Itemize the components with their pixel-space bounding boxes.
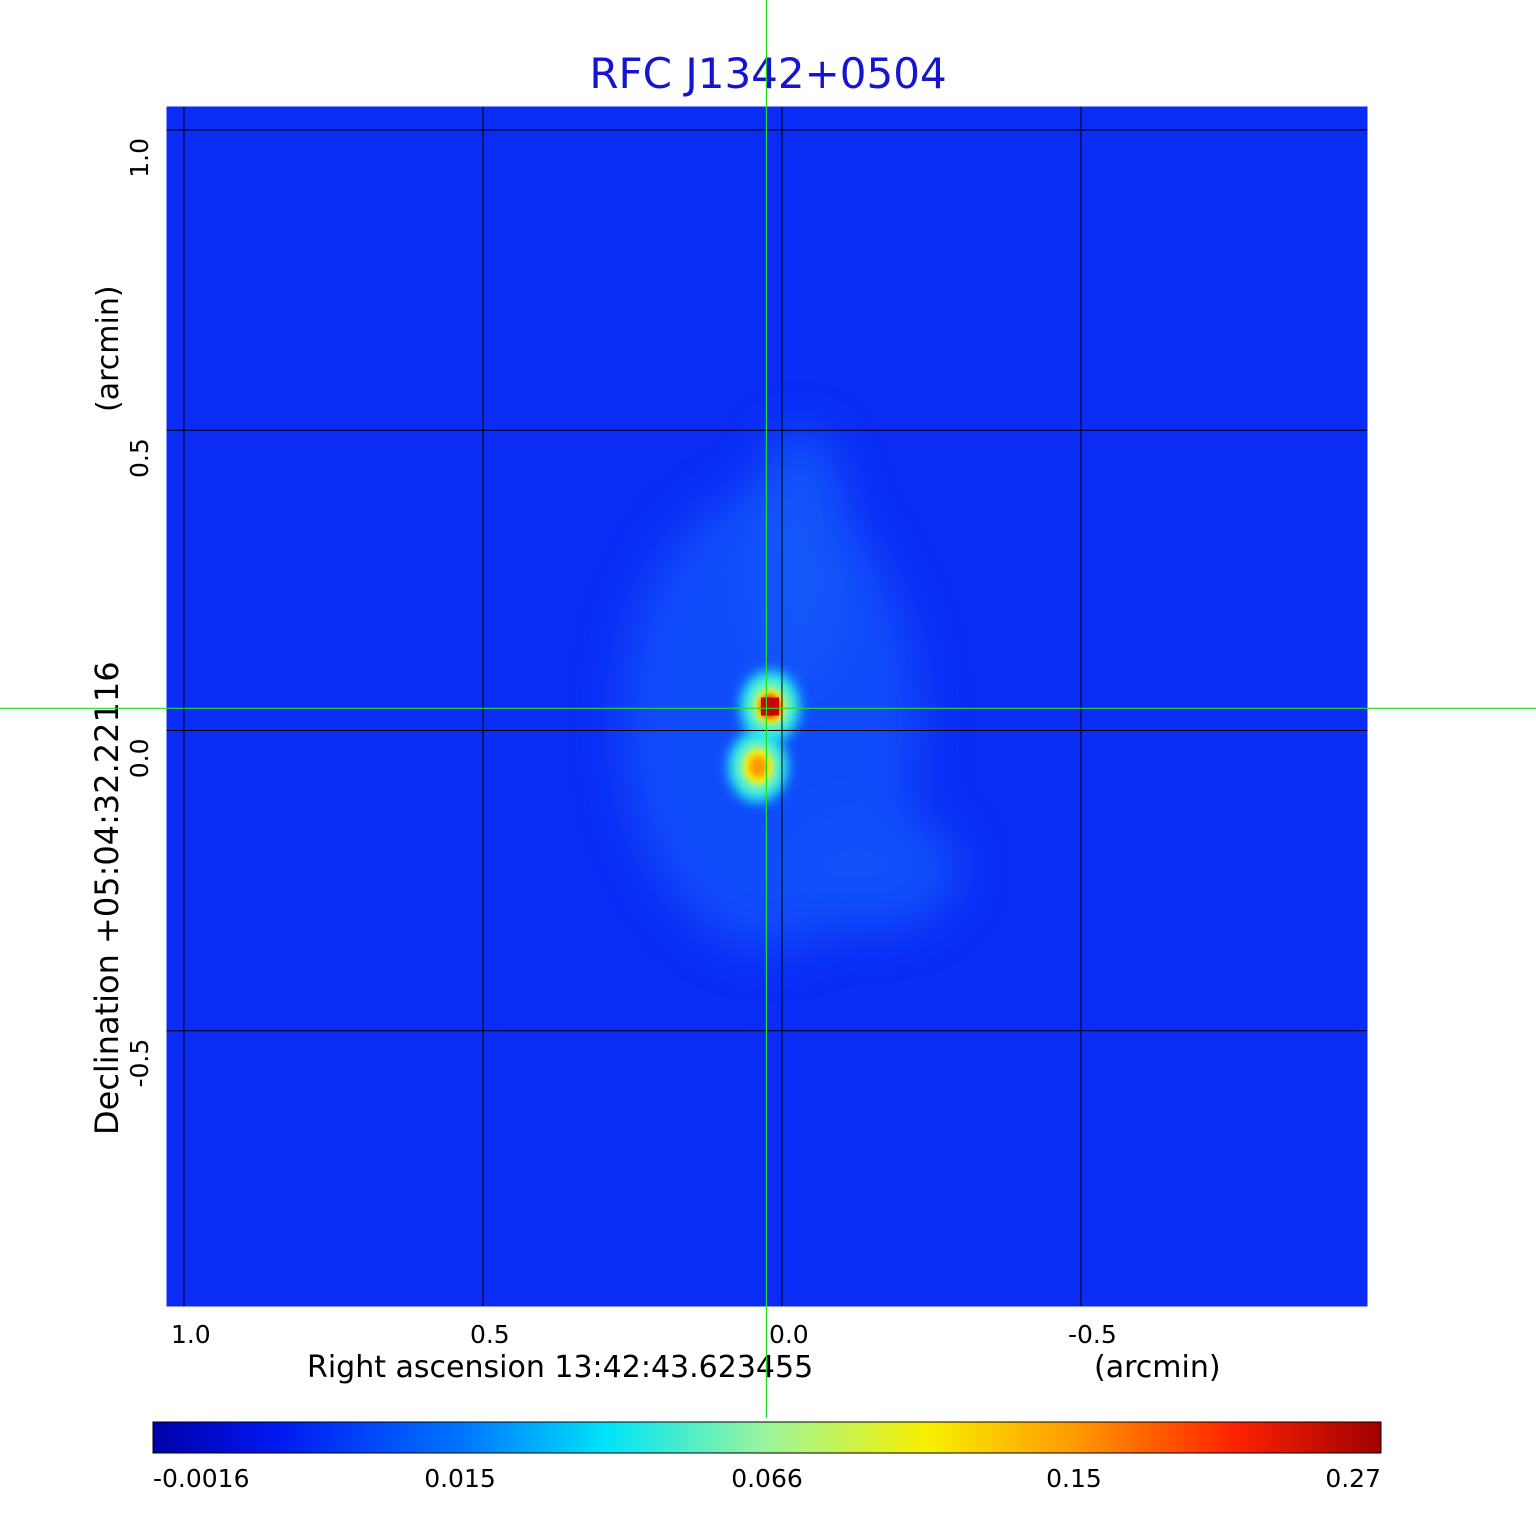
colorbar-tick-label: 0.15 bbox=[1046, 1464, 1102, 1493]
colorbar-tick-labels: -0.0016 0.015 0.066 0.15 0.27 bbox=[153, 1464, 1381, 1493]
y-axis-labels: Declination +05:04:32.22116 (arcmin) bbox=[88, 285, 126, 1135]
y-axis-unit: (arcmin) bbox=[91, 285, 126, 412]
diffuse-ridge bbox=[750, 430, 850, 690]
y-tick-label: 0.0 bbox=[125, 739, 154, 779]
x-axis-label: Right ascension 13:42:43.623455 bbox=[307, 1350, 813, 1385]
colorbar-tick-label: 0.015 bbox=[424, 1464, 496, 1493]
source-component bbox=[728, 730, 789, 803]
source-components bbox=[728, 670, 800, 803]
colorbar bbox=[152, 1421, 1382, 1454]
colorbar-tick-label: -0.0016 bbox=[153, 1464, 250, 1493]
y-tick-label: 0.5 bbox=[125, 438, 154, 478]
x-tick-label: 1.0 bbox=[171, 1320, 211, 1349]
component-peak bbox=[760, 697, 779, 716]
x-tick-label: 0.5 bbox=[470, 1320, 510, 1349]
y-axis-label: Declination +05:04:32.22116 bbox=[88, 661, 126, 1135]
y-tick-label: 1.0 bbox=[125, 138, 154, 178]
source-component bbox=[739, 670, 800, 743]
diffuse-ridge bbox=[780, 810, 960, 930]
y-tick-labels: 1.0 0.5 0.0 -0.5 bbox=[125, 138, 154, 1088]
x-tick-label: -0.5 bbox=[1068, 1320, 1117, 1349]
x-axis-unit: (arcmin) bbox=[1094, 1350, 1221, 1385]
x-tick-label: 0.0 bbox=[769, 1320, 809, 1349]
chart-title: RFC J1342+0504 bbox=[589, 49, 946, 98]
colorbar-tick-label: 0.066 bbox=[731, 1464, 803, 1493]
component-core bbox=[749, 755, 767, 778]
x-tick-labels: 1.0 0.5 0.0 -0.5 bbox=[171, 1320, 1117, 1349]
colorbar-tick-label: 0.27 bbox=[1325, 1464, 1381, 1493]
y-tick-label: -0.5 bbox=[125, 1039, 154, 1088]
